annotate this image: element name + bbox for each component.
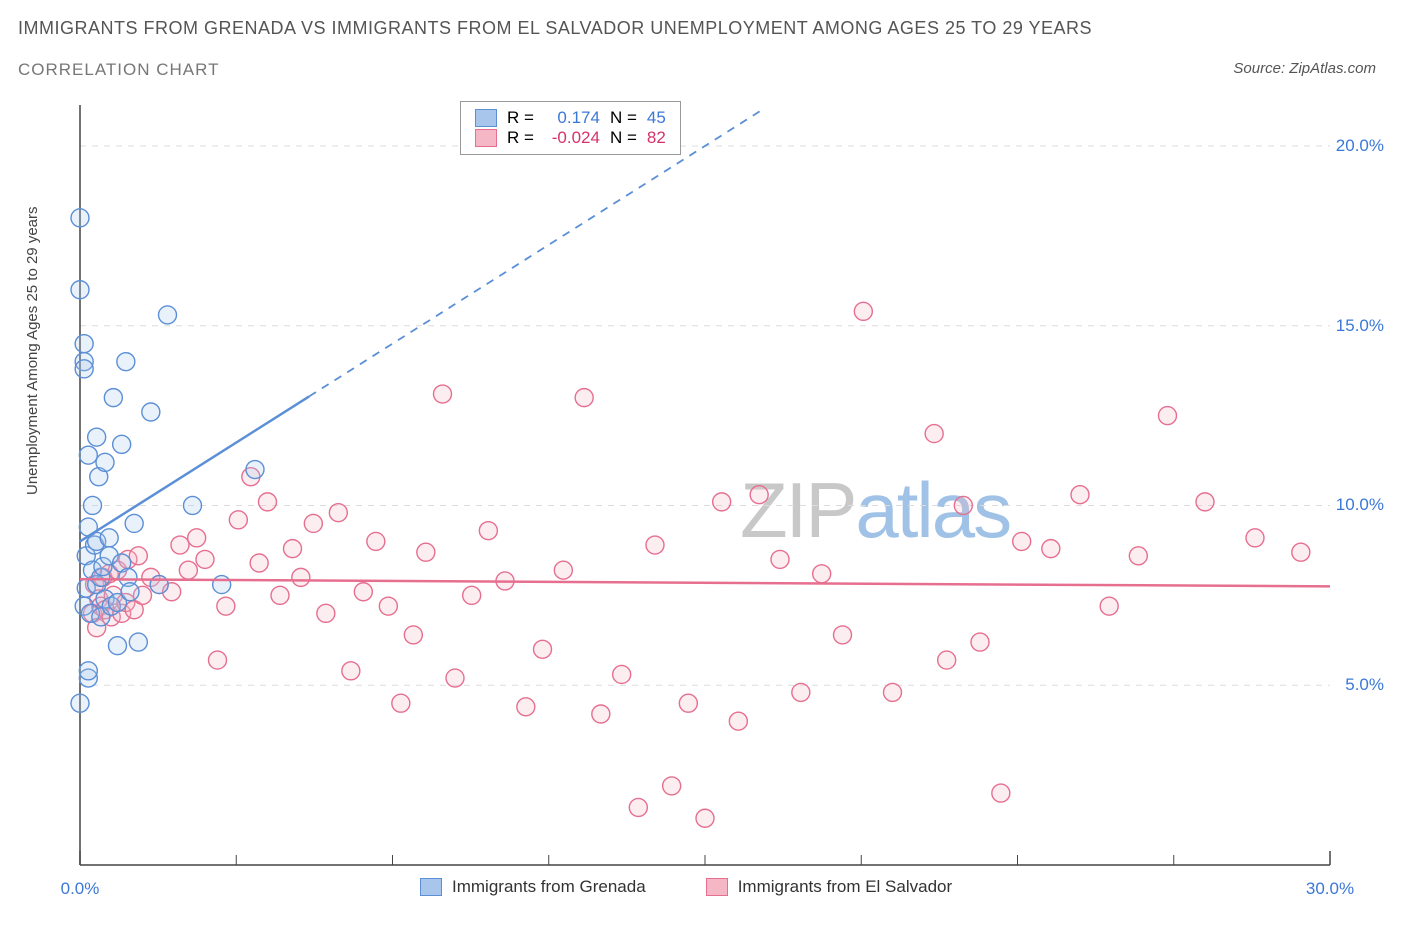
swatch-grenada (475, 109, 497, 127)
x-tick-label: 0.0% (61, 879, 100, 899)
chart-title: IMMIGRANTS FROM GRENADA VS IMMIGRANTS FR… (18, 18, 1092, 39)
legend-item-elsalvador: Immigrants from El Salvador (706, 877, 952, 897)
source-attribution: Source: ZipAtlas.com (1233, 60, 1376, 77)
legend-row-grenada: R = 0.174 N = 45 (475, 108, 666, 128)
series-name-grenada: Immigrants from Grenada (452, 877, 646, 897)
r-value-elsalvador: -0.024 (544, 128, 600, 148)
y-tick-label: 5.0% (1345, 675, 1384, 695)
n-value-grenada: 45 (647, 108, 666, 128)
y-tick-label: 10.0% (1336, 495, 1384, 515)
r-label: R = (507, 108, 534, 128)
series-name-elsalvador: Immigrants from El Salvador (738, 877, 952, 897)
correlation-legend: R = 0.174 N = 45 R = -0.024 N = 82 (460, 101, 681, 155)
swatch-elsalvador-bottom (706, 878, 728, 896)
swatch-elsalvador (475, 129, 497, 147)
x-tick-label: 30.0% (1306, 879, 1354, 899)
scatter-plot (60, 95, 1380, 895)
y-tick-label: 15.0% (1336, 316, 1384, 336)
y-axis-label: Unemployment Among Ages 25 to 29 years (24, 206, 41, 495)
r-label: R = (507, 128, 534, 148)
n-value-elsalvador: 82 (647, 128, 666, 148)
legend-row-elsalvador: R = -0.024 N = 82 (475, 128, 666, 148)
source-name: ZipAtlas.com (1289, 60, 1376, 77)
swatch-grenada-bottom (420, 878, 442, 896)
series-legend: Immigrants from Grenada Immigrants from … (420, 877, 952, 897)
chart-subtitle: CORRELATION CHART (18, 60, 220, 80)
n-label: N = (610, 128, 637, 148)
source-label: Source: (1233, 60, 1289, 77)
chart-area: Unemployment Among Ages 25 to 29 years Z… (60, 95, 1380, 895)
r-value-grenada: 0.174 (544, 108, 600, 128)
legend-item-grenada: Immigrants from Grenada (420, 877, 646, 897)
y-tick-label: 20.0% (1336, 136, 1384, 156)
n-label: N = (610, 108, 637, 128)
